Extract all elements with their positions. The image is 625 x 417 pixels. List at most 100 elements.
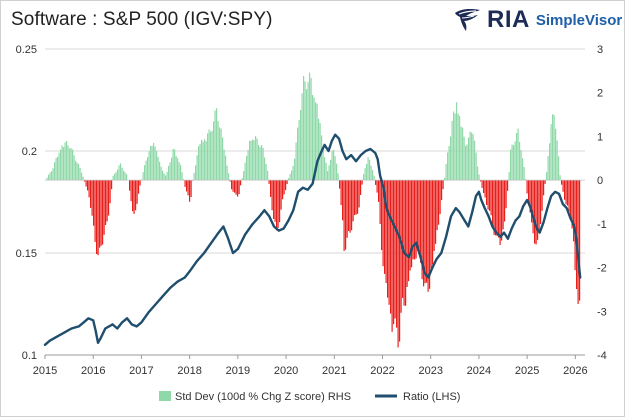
ratio-point	[507, 238, 509, 240]
ratio-point	[121, 321, 123, 323]
std-dev-bar	[492, 180, 494, 226]
std-dev-bar	[67, 145, 69, 181]
std-dev-bar	[423, 180, 425, 287]
std-dev-bar	[385, 180, 387, 283]
std-dev-bar	[364, 168, 366, 181]
std-dev-bar	[510, 149, 512, 181]
std-dev-bar	[505, 180, 507, 209]
std-dev-bar	[246, 155, 248, 181]
std-dev-bar	[514, 141, 516, 181]
std-dev-bar	[243, 171, 245, 181]
ratio-point	[495, 232, 497, 234]
std-dev-bar	[520, 150, 522, 181]
x-tick-label: 2025	[515, 365, 539, 377]
ratio-point	[169, 287, 171, 289]
ratio-point	[459, 211, 461, 213]
std-dev-bar	[487, 180, 489, 210]
std-dev-bar	[321, 135, 323, 181]
ratio-point	[385, 207, 387, 209]
std-dev-bar	[384, 180, 386, 274]
std-dev-bar	[274, 180, 276, 222]
std-dev-bar	[171, 157, 173, 181]
ratio-point	[369, 148, 371, 150]
std-dev-bar	[103, 180, 105, 235]
std-dev-bar	[369, 159, 371, 181]
std-dev-bar	[201, 139, 203, 181]
ratio-point	[104, 327, 106, 330]
std-dev-bar	[90, 180, 92, 208]
ratio-point	[579, 276, 581, 279]
std-dev-bar	[528, 180, 530, 206]
std-dev-bar	[226, 165, 228, 181]
ratio-point	[542, 221, 545, 223]
std-dev-bar	[318, 118, 320, 181]
x-tick-label: 2022	[370, 365, 394, 377]
ratio-point	[576, 242, 578, 244]
std-dev-bar	[181, 172, 183, 181]
std-dev-bar	[345, 180, 347, 250]
std-dev-bar	[289, 174, 291, 181]
ratio-point	[403, 252, 405, 254]
ratio-point	[480, 199, 482, 201]
std-dev-bar	[531, 180, 533, 223]
std-dev-bar	[306, 89, 308, 181]
ratio-point	[184, 276, 186, 279]
std-dev-bar	[115, 171, 117, 181]
ratio-point	[116, 327, 118, 330]
std-dev-bar	[70, 148, 72, 181]
std-dev-bar	[568, 180, 570, 212]
std-dev-bar	[91, 180, 93, 216]
ratio-point	[484, 207, 486, 209]
std-dev-bar	[408, 180, 410, 282]
ratio-point	[471, 211, 473, 213]
std-dev-bar	[478, 174, 480, 181]
std-dev-bar	[454, 113, 456, 181]
std-dev-bar	[118, 165, 120, 181]
std-dev-bar	[553, 115, 555, 181]
y-left-tick-label: 0.2	[22, 146, 37, 158]
std-dev-bar	[57, 156, 59, 181]
brand-product: SimpleVisor	[535, 11, 623, 29]
std-dev-bar	[421, 180, 423, 280]
std-dev-bar	[573, 180, 575, 242]
std-dev-bar	[426, 180, 428, 283]
std-dev-bar	[513, 145, 515, 181]
std-dev-bar	[52, 168, 54, 181]
std-dev-bar	[472, 134, 474, 181]
std-dev-bar	[390, 180, 392, 314]
std-dev-bar	[466, 144, 468, 181]
std-dev-bar	[232, 180, 234, 192]
ratio-point	[566, 207, 568, 209]
std-dev-bar	[367, 157, 369, 181]
std-dev-bar	[106, 180, 108, 222]
std-dev-bar	[88, 180, 90, 198]
std-dev-bar	[76, 162, 78, 181]
std-dev-bar	[210, 131, 212, 181]
std-dev-bar	[541, 180, 543, 211]
std-dev-bar	[556, 140, 558, 181]
std-dev-bar	[339, 180, 341, 189]
std-dev-bar	[399, 180, 401, 342]
std-dev-bar	[451, 120, 453, 181]
std-dev-bar	[51, 171, 53, 181]
std-dev-bar	[316, 103, 318, 181]
std-dev-bar	[303, 75, 305, 181]
std-dev-bar	[504, 180, 506, 222]
std-dev-bar	[438, 180, 440, 225]
std-dev-bar	[411, 180, 413, 268]
std-dev-bar	[379, 180, 381, 224]
std-dev-bar	[525, 178, 527, 181]
std-dev-bar	[402, 180, 404, 298]
ratio-point	[488, 215, 490, 217]
std-dev-bar	[252, 139, 254, 181]
std-dev-bar	[366, 163, 368, 181]
std-dev-bar	[507, 180, 509, 191]
std-dev-bar	[211, 130, 213, 181]
ratio-point	[475, 195, 477, 197]
std-dev-bar	[301, 93, 303, 181]
ratio-point	[546, 207, 549, 209]
ratio-point	[569, 217, 572, 219]
std-dev-bar	[535, 180, 537, 245]
ratio-point	[320, 152, 322, 154]
